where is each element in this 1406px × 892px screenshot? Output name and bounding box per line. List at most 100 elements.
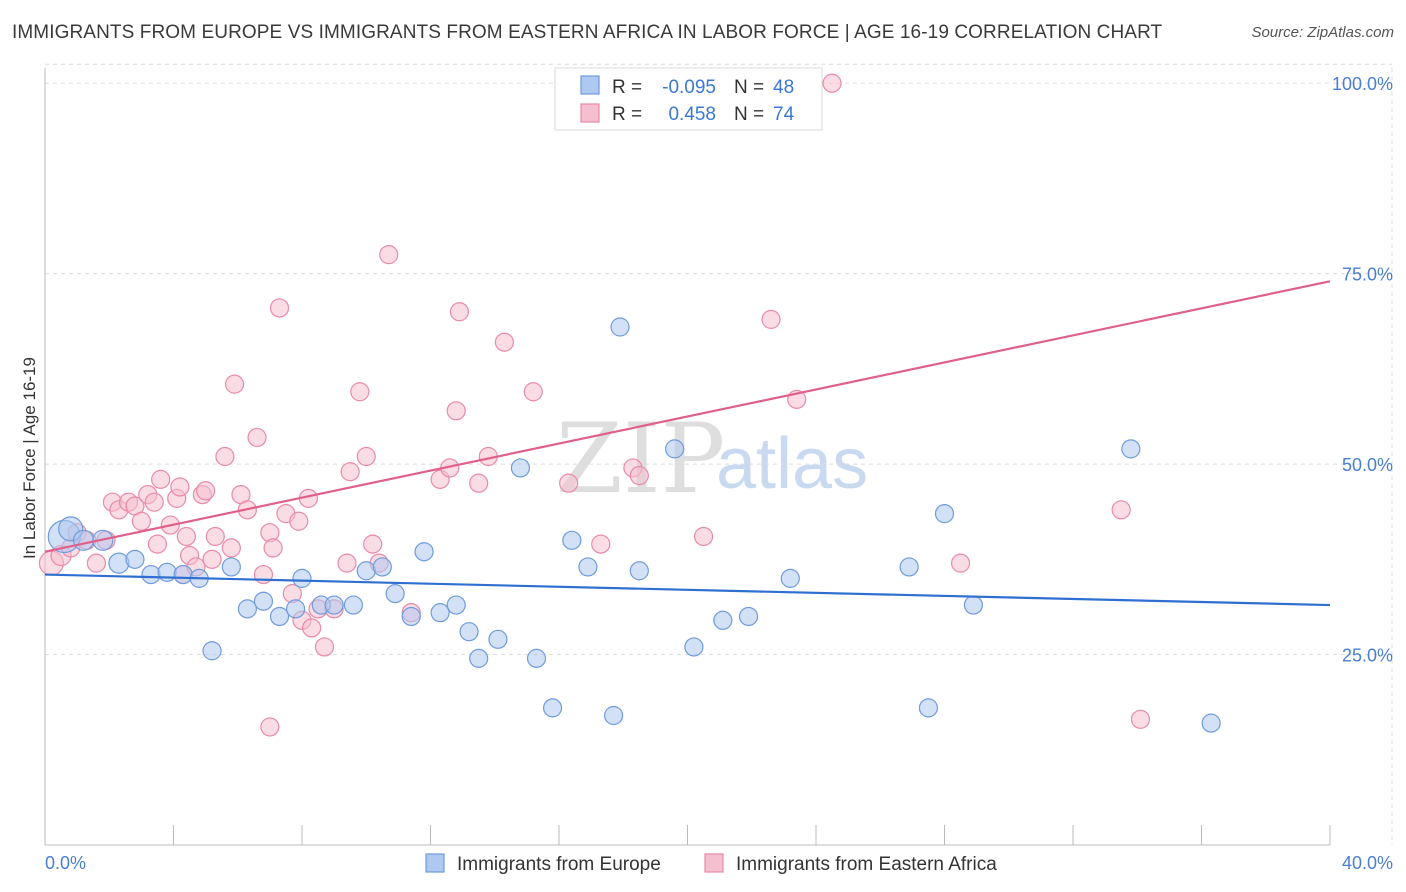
point-africa-11 [131, 511, 151, 531]
point-europe-8 [173, 564, 193, 585]
point-africa-36 [269, 298, 290, 318]
point-africa-70 [950, 553, 971, 573]
point-europe-44 [918, 698, 939, 718]
legend-r-label-africa: R = [612, 104, 642, 125]
point-europe-41 [738, 606, 759, 627]
point-europe-47 [1121, 439, 1141, 459]
x-tick-labels: 0.0% 40.0% [45, 853, 1393, 873]
point-europe-16 [292, 568, 312, 588]
point-europe-36 [610, 317, 630, 337]
point-africa-52 [379, 245, 399, 265]
point-africa-49 [356, 446, 376, 467]
data-points [38, 73, 1221, 737]
y-tick-label-2: 75.0% [1342, 265, 1393, 285]
point-europe-6 [141, 564, 161, 585]
point-europe-4 [108, 552, 130, 574]
legend-swatch-africa-bottom [704, 853, 724, 873]
point-europe-34 [578, 557, 598, 577]
point-europe-2 [72, 529, 95, 551]
point-africa-67 [761, 309, 781, 329]
point-africa-29 [224, 374, 245, 394]
point-africa-50 [363, 534, 383, 554]
legend-n-value-europe: 48 [773, 77, 794, 98]
point-africa-44 [314, 637, 335, 657]
point-europe-42 [780, 568, 800, 588]
point-europe-26 [446, 595, 466, 615]
trend-line-africa [44, 280, 1331, 553]
point-africa-35 [263, 538, 283, 558]
legend-swatch-africa [580, 103, 600, 123]
point-europe-12 [237, 599, 257, 619]
point-europe-37 [629, 561, 649, 581]
point-africa-73 [260, 717, 280, 737]
point-africa-15 [151, 469, 171, 489]
point-africa-60 [494, 332, 514, 352]
point-europe-27 [459, 622, 479, 642]
point-africa-61 [523, 382, 543, 402]
y-tick-label-3: 100.0% [1332, 74, 1393, 94]
point-africa-14 [147, 534, 168, 554]
point-europe-25 [430, 603, 450, 623]
point-africa-69 [822, 73, 842, 93]
point-africa-47 [340, 462, 360, 482]
point-europe-23 [401, 606, 421, 627]
series-legend: Immigrants from Europe Immigrants from E… [425, 853, 997, 875]
trend-lines [44, 280, 1331, 607]
chart-title: IMMIGRANTS FROM EUROPE VS IMMIGRANTS FRO… [12, 22, 1163, 43]
point-europe-10 [202, 641, 222, 661]
point-europe-38 [665, 439, 685, 459]
point-europe-35 [604, 705, 624, 726]
point-europe-28 [469, 648, 489, 668]
y-axis-label: In Labor Force | Age 16-19 [20, 357, 39, 559]
point-africa-66 [693, 526, 714, 547]
point-europe-18 [324, 595, 344, 615]
point-europe-24 [414, 542, 434, 562]
trend-line-europe [44, 573, 1331, 607]
legend-n-label-africa: N = [734, 104, 764, 125]
point-europe-14 [269, 606, 290, 627]
point-europe-39 [684, 637, 704, 657]
point-africa-39 [289, 511, 309, 531]
legend-n-value-africa: 74 [773, 104, 795, 125]
y-tick-label-0: 25.0% [1342, 646, 1393, 666]
point-europe-13 [253, 591, 274, 611]
point-africa-63 [591, 534, 611, 554]
point-europe-45 [934, 504, 955, 524]
source-credit: Source: ZipAtlas.com [1251, 24, 1394, 41]
point-europe-43 [899, 557, 919, 577]
point-europe-32 [542, 698, 563, 718]
point-africa-28 [221, 538, 241, 558]
point-africa-24 [196, 481, 216, 501]
legend-label-africa: Immigrants from Eastern Africa [736, 854, 997, 875]
point-africa-58 [469, 473, 489, 493]
point-europe-30 [510, 458, 531, 478]
point-africa-56 [446, 401, 466, 421]
legend-swatch-europe [580, 75, 600, 95]
point-europe-33 [562, 530, 582, 550]
point-europe-29 [488, 629, 508, 649]
point-europe-40 [713, 610, 733, 630]
legend-n-label-europe: N = [734, 77, 764, 98]
point-africa-71 [1111, 500, 1131, 520]
point-europe-31 [526, 648, 547, 668]
point-europe-20 [356, 561, 376, 581]
point-africa-32 [247, 427, 267, 448]
legend-label-europe: Immigrants from Europe [457, 854, 661, 875]
point-europe-11 [221, 557, 241, 577]
y-tick-labels: 25.0% 50.0% 75.0% 100.0% [1332, 74, 1393, 665]
legend-r-value-africa: 0.458 [668, 104, 716, 125]
point-africa-57 [449, 302, 470, 322]
point-africa-13 [144, 492, 164, 512]
x-tick-label-0: 0.0% [45, 853, 86, 873]
point-africa-46 [337, 553, 357, 573]
point-europe-46 [963, 595, 984, 615]
point-africa-18 [170, 477, 190, 497]
point-europe-19 [343, 595, 363, 615]
point-africa-42 [302, 618, 322, 638]
y-tick-label-1: 50.0% [1342, 455, 1393, 475]
point-africa-48 [350, 382, 370, 402]
legend-r-value-europe: -0.095 [662, 77, 716, 98]
point-africa-62 [559, 473, 579, 493]
point-africa-65 [629, 465, 649, 486]
point-europe-21 [372, 557, 392, 577]
